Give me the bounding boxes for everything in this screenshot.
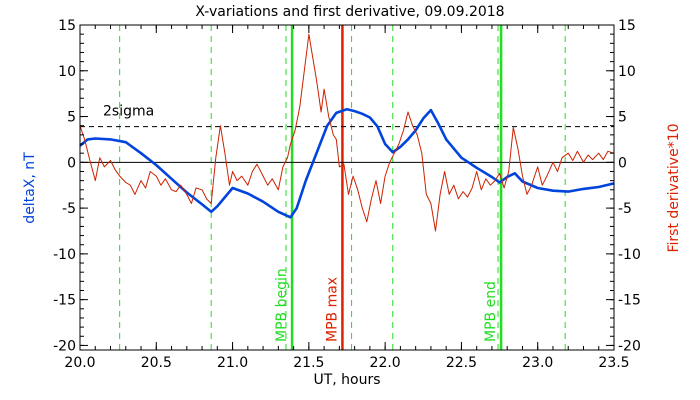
y-tick-label-left-7: -20 (53, 338, 76, 354)
x-tick-label-1: 20.5 (141, 355, 172, 371)
series-group (79, 33, 615, 232)
y-tick-label-right-4: -5 (618, 201, 632, 217)
x-tick-label-2: 21.0 (217, 355, 248, 371)
y-tick-label-left-1: 10 (58, 64, 76, 80)
vertical-lines-group: MPB begin MPB max MPB end (119, 25, 566, 350)
marker-label-1: MPB max (324, 277, 340, 342)
y-tick-label-right-6: -15 (618, 293, 641, 309)
y-tick-label-left-2: 5 (67, 110, 76, 126)
threshold-label: 2sigma (103, 104, 154, 120)
y-tick-label-right-1: 10 (618, 64, 636, 80)
marker-label-2: MPB end (483, 281, 499, 342)
y-tick-label-right-5: -10 (618, 247, 641, 263)
y-tick-label-right-3: 0 (618, 155, 627, 171)
y-tick-label-left-3: 0 (67, 155, 76, 171)
x-tick-label-6: 23.0 (522, 355, 553, 371)
x-tick-label-7: 23.5 (598, 355, 629, 371)
y-tick-label-left-0: 15 (58, 18, 76, 34)
series-line-derivative (79, 33, 615, 232)
y-tick-label-right-0: 15 (618, 18, 636, 34)
reference-lines-group (80, 126, 614, 163)
y-tick-label-right-2: 5 (618, 110, 627, 126)
series-line-deltax (79, 107, 615, 219)
y-tick-label-right-7: -20 (618, 338, 641, 354)
marker-label-0: MPB begin (274, 268, 290, 342)
x-tick-label-5: 22.5 (446, 355, 477, 371)
y-tick-label-left-4: -5 (62, 201, 76, 217)
axes-group: 20.0 20.5 21.0 21.5 22.0 22.5 23.0 23.5 15 15 10 10… (53, 18, 641, 371)
y-axis-label-left: deltaX, nT (22, 152, 38, 224)
x-tick-label-0: 20.0 (64, 355, 95, 371)
y-tick-label-left-5: -10 (53, 247, 76, 263)
y-axis-label-right: First derivative*10 (666, 123, 682, 252)
x-tick-label-3: 21.5 (293, 355, 324, 371)
x-axis-label: UT, hours (313, 372, 380, 388)
plot-frame (79, 24, 615, 351)
y-tick-label-left-6: -15 (53, 293, 76, 309)
x-tick-label-4: 22.0 (370, 355, 401, 371)
chart-title: X-variations and first derivative, 09.09… (195, 4, 504, 20)
